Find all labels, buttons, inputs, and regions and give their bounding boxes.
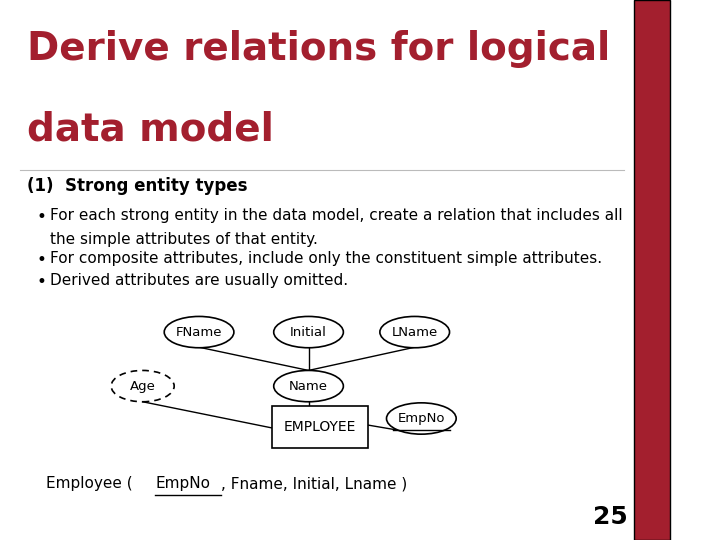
Text: Derive relations for logical: Derive relations for logical <box>27 30 610 68</box>
Text: •: • <box>37 251 46 269</box>
Text: For each strong entity in the data model, create a relation that includes all: For each strong entity in the data model… <box>50 208 622 223</box>
Text: Initial: Initial <box>290 326 327 339</box>
Text: Name: Name <box>289 380 328 393</box>
Text: EmpNo: EmpNo <box>397 412 445 425</box>
Text: LName: LName <box>392 326 438 339</box>
Ellipse shape <box>274 316 343 348</box>
Text: FName: FName <box>176 326 222 339</box>
Text: the simple attributes of that entity.: the simple attributes of that entity. <box>50 232 318 247</box>
Text: Employee (: Employee ( <box>47 476 138 491</box>
Ellipse shape <box>164 316 234 348</box>
Text: EMPLOYEE: EMPLOYEE <box>284 420 356 434</box>
Text: Age: Age <box>130 380 156 393</box>
Text: , Fname, Initial, Lname ): , Fname, Initial, Lname ) <box>220 476 407 491</box>
Text: Derived attributes are usually omitted.: Derived attributes are usually omitted. <box>50 273 348 288</box>
Text: data model: data model <box>27 111 274 148</box>
Text: 25: 25 <box>593 505 628 529</box>
Ellipse shape <box>111 370 174 402</box>
Text: (1)  Strong entity types: (1) Strong entity types <box>27 177 247 195</box>
Text: •: • <box>37 273 46 291</box>
Text: For composite attributes, include only the constituent simple attributes.: For composite attributes, include only t… <box>50 251 602 266</box>
FancyBboxPatch shape <box>272 406 368 448</box>
Text: EmpNo: EmpNo <box>156 476 210 491</box>
Ellipse shape <box>387 403 456 434</box>
Ellipse shape <box>274 370 343 402</box>
Ellipse shape <box>380 316 449 348</box>
FancyBboxPatch shape <box>634 0 670 540</box>
Text: •: • <box>37 208 46 226</box>
